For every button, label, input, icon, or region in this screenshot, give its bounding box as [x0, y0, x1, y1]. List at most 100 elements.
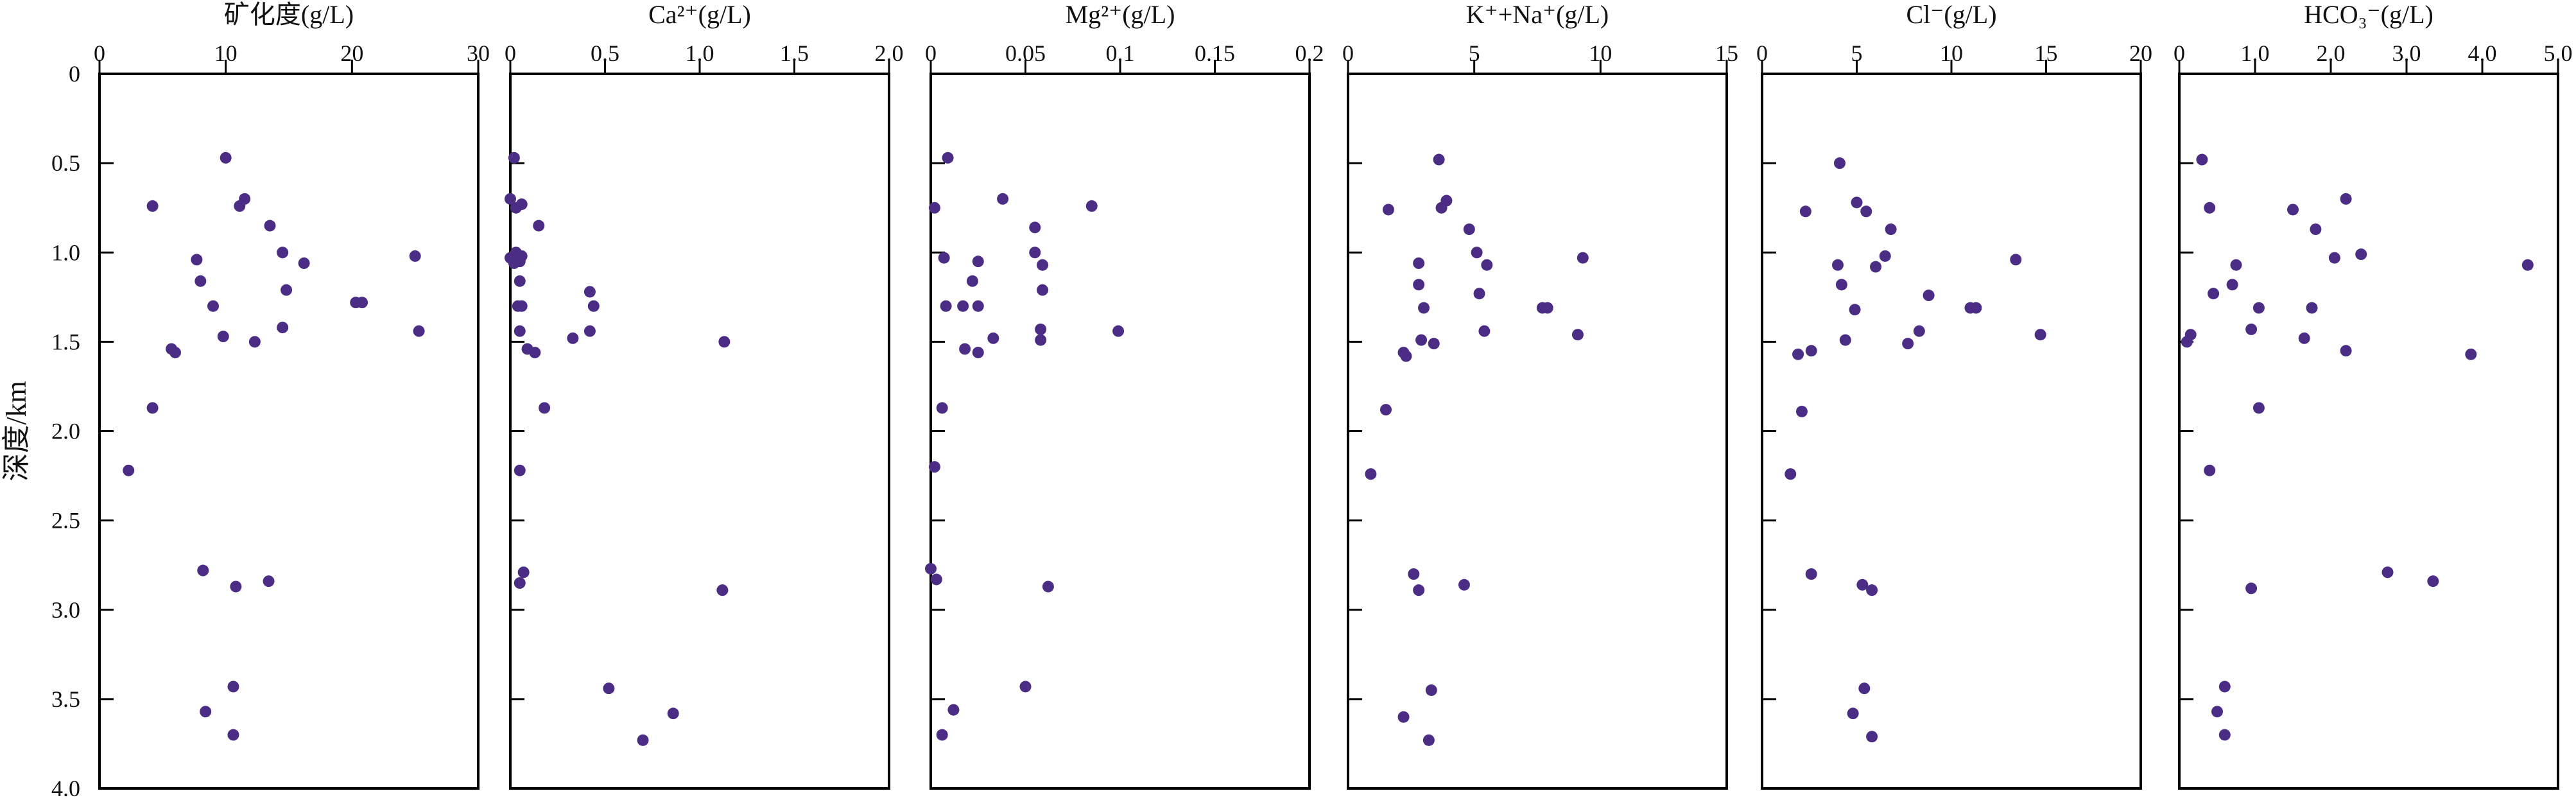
panel-3-data-point	[942, 152, 954, 164]
panel-5-data-point	[1866, 731, 1878, 743]
panel-4-data-point	[1425, 684, 1437, 696]
panel-5-data-point	[1923, 290, 1935, 302]
panel-5-data-point	[1858, 683, 1871, 695]
panel-4-data-point	[1397, 711, 1410, 723]
panel-2-data-point	[514, 577, 526, 589]
panel-3-data-point	[997, 193, 1009, 205]
panel-6-x-tick-label: 2.0	[2317, 40, 2346, 66]
panel-1-data-point	[277, 322, 289, 334]
y-tick-label: 0	[69, 61, 80, 87]
y-tick-label: 2.5	[51, 508, 80, 534]
panel-4-x-tick-label: 15	[1715, 40, 1738, 66]
panel-5-data-point	[1849, 304, 1861, 316]
panel-5-data-point	[1833, 157, 1846, 170]
panel-5-x-tick-label: 0	[1756, 40, 1768, 66]
panel-5-title: Cl⁻(g/L)	[1906, 0, 1996, 29]
panel-2-data-point	[517, 566, 530, 578]
panel-3-x-tick-label: 0.2	[1295, 40, 1324, 66]
panel-5-data-point	[1870, 261, 1881, 273]
panel-2-title: Ca²⁺(g/L)	[648, 0, 751, 29]
panel-3-data-point	[972, 347, 984, 359]
panel-4-data-point	[1415, 334, 1428, 346]
panel-3-frame	[929, 73, 1311, 790]
panel-4-data-point	[1365, 468, 1377, 480]
panel-1-data-point	[409, 250, 421, 262]
panel-6-x-tick-label: 3.0	[2392, 40, 2421, 66]
panel-1-data-point	[298, 257, 310, 269]
panel-6-x-tick-label: 4.0	[2468, 40, 2497, 66]
panel-2-data-point	[567, 332, 579, 344]
panel-2-data-point	[515, 198, 528, 211]
panel-6-x-tick-label: 1.0	[2241, 40, 2270, 66]
panel-4-data-point	[1541, 302, 1553, 314]
panel-4-data-point	[1463, 223, 1475, 236]
panel-1-data-point	[220, 152, 232, 164]
panel-5-data-point	[2010, 254, 2022, 266]
panel-4-data-point	[1400, 350, 1412, 362]
panel-2-data-point	[583, 325, 596, 337]
panel-2-data-point	[514, 325, 526, 337]
panel-3-data-point	[936, 402, 948, 414]
panel-4-data-point	[1428, 338, 1440, 350]
panel-6-data-point	[2355, 248, 2367, 261]
panel-2-data-point	[514, 464, 526, 476]
panel-2-data-point	[533, 220, 545, 232]
panel-1-x-tick-label: 30	[467, 40, 490, 66]
panel-6-data-point	[2521, 259, 2534, 271]
panel-1-x-tick-label: 0	[94, 40, 105, 66]
panel-4-x-tick-label: 10	[1589, 40, 1612, 66]
panel-3-x-tick-label: 0	[925, 40, 937, 66]
panel-3-data-point	[972, 300, 984, 312]
panel-5-data-point	[1856, 578, 1869, 591]
panel-3-data-point	[959, 343, 971, 355]
y-tick-label: 3.5	[51, 686, 80, 712]
panel-5-x-tick-label: 15	[2035, 40, 2058, 66]
panel-2-data-point	[514, 256, 526, 268]
panel-6-data-point	[2204, 464, 2216, 476]
panel-1-data-point	[191, 254, 203, 266]
panel-2-data-point	[603, 683, 615, 695]
panel-5-data-point	[1805, 345, 1817, 357]
panel-6-data-point	[2204, 202, 2216, 214]
panel-2-data-point	[716, 584, 729, 596]
panel-3-data-point	[940, 300, 952, 312]
panel-3-data-point	[957, 300, 969, 312]
panel-6-data-point	[2245, 582, 2258, 595]
panel-4-data-point	[1571, 329, 1584, 341]
panel-1-data-point	[207, 300, 219, 312]
panel-5-data-point	[1839, 334, 1851, 346]
panel-3-x-tick-label: 0.1	[1106, 40, 1135, 66]
panel-4-data-point	[1458, 578, 1470, 591]
panel-5-data-point	[1832, 259, 1844, 271]
panel-2-x-tick-label: 0.5	[591, 40, 619, 66]
panel-6-frame	[2178, 73, 2559, 790]
panel-6-x-tick-label: 0	[2174, 40, 2185, 66]
y-tick-label: 0.5	[51, 150, 80, 176]
panel-3-data-point	[972, 256, 984, 268]
panel-4-data-point	[1413, 279, 1425, 291]
panel-5-data-point	[1851, 196, 1863, 209]
panel-2-data-point	[508, 152, 520, 164]
panel-1-data-point	[413, 325, 425, 337]
panel-6-data-point	[2245, 323, 2258, 335]
panel-6-data-point	[2196, 153, 2208, 166]
panel-5-data-point	[1835, 279, 1847, 291]
panel-3-data-point	[928, 202, 940, 214]
y-tick-label: 1.5	[51, 329, 80, 354]
panel-2-frame	[509, 73, 890, 790]
panel-5-x-tick-label: 5	[1851, 40, 1863, 66]
panel-3-data-point	[936, 729, 948, 741]
panel-1-x-tick-label: 20	[340, 40, 363, 66]
panel-3-data-point	[930, 573, 942, 586]
panel-3-data-point	[947, 704, 960, 716]
panel-4-data-point	[1380, 404, 1392, 416]
panel-3-data-point	[1035, 334, 1047, 346]
panel-5-data-point	[1885, 223, 1897, 236]
panel-6-data-point	[2208, 288, 2220, 300]
panel-1-frame	[98, 73, 480, 790]
panel-3-x-tick-label: 0.15	[1195, 40, 1235, 66]
panel-5-data-point	[1785, 468, 1797, 480]
y-tick-label: 2.0	[51, 419, 80, 444]
